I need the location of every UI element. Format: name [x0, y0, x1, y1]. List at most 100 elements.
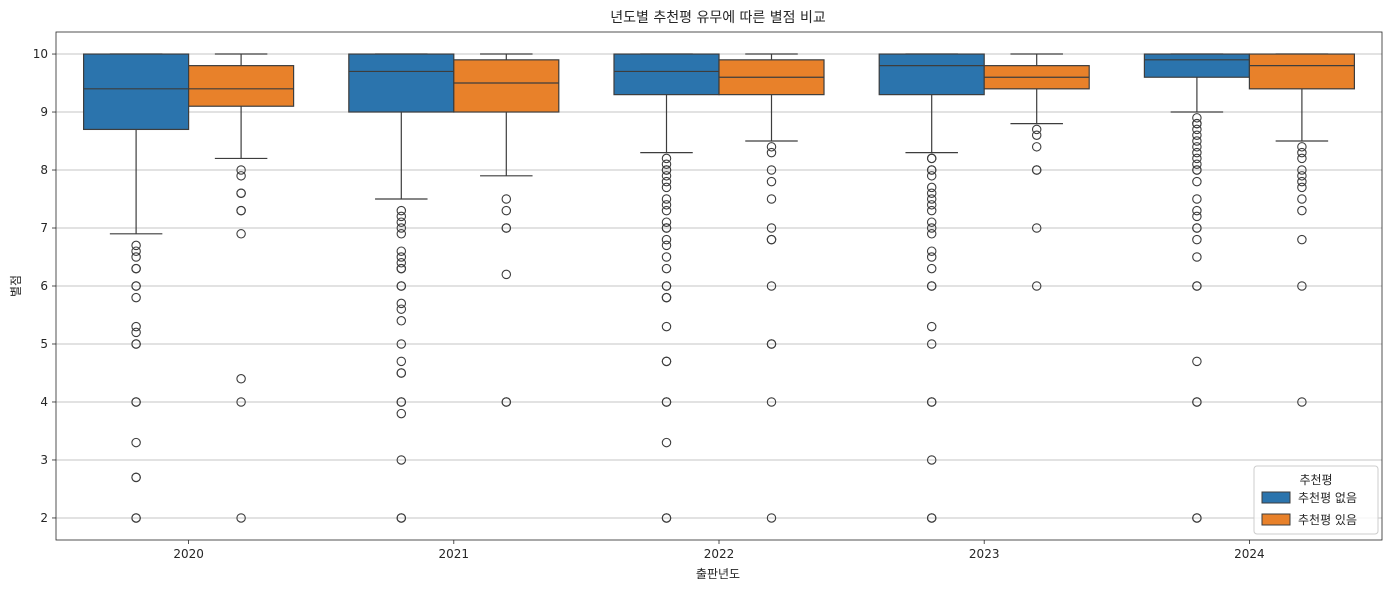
outlier-point [396, 513, 407, 523]
outlier-point [926, 182, 937, 193]
outlier-point [131, 513, 141, 523]
outlier-point [926, 165, 937, 175]
box-2020-1 [188, 53, 295, 523]
outlier-point [1192, 142, 1202, 152]
outlier-point [1192, 252, 1202, 262]
outlier-point [661, 194, 672, 204]
plot-area [82, 53, 1356, 523]
outlier-point [661, 240, 672, 251]
legend-swatch-no-review [1261, 491, 1291, 504]
outlier-point [926, 455, 937, 465]
outlier-point [766, 281, 777, 291]
outlier-point [1297, 171, 1307, 181]
outlier-point [661, 165, 672, 175]
outlier-point [1192, 165, 1202, 175]
outlier-point [236, 205, 246, 216]
outlier-point [396, 246, 407, 256]
chart-title: 년도별 추천평 유무에 따른 별점 비교 [610, 10, 826, 26]
outlier-point [926, 217, 937, 227]
outlier-point [926, 246, 937, 256]
box-body [1143, 53, 1251, 78]
outlier-point [766, 147, 777, 158]
outlier-point [926, 194, 937, 204]
box-body [1248, 53, 1356, 90]
outlier-point [396, 368, 407, 378]
outlier-point [1192, 397, 1202, 407]
outlier-point [396, 298, 407, 309]
box-2022-1 [718, 53, 825, 523]
legend-swatch-with-review [1261, 513, 1291, 526]
legend: 추천평 추천평 없음 추천평 있음 [1253, 465, 1379, 535]
outlier-point [1031, 130, 1042, 140]
outlier-point [396, 252, 407, 262]
x-axis-label: 출판년도 [696, 567, 740, 581]
outlier-point [396, 356, 407, 367]
outlier-point [396, 281, 407, 291]
outlier-point [661, 159, 672, 169]
outlier-point [1192, 153, 1202, 164]
outlier-point [236, 171, 246, 181]
legend-title: 추천평 [1299, 472, 1332, 487]
y-tick-label: 7 [40, 221, 48, 235]
outlier-point [131, 240, 141, 251]
outlier-point [396, 211, 407, 222]
outlier-point [1192, 205, 1202, 216]
outlier-point [131, 397, 141, 407]
outlier-point [926, 397, 937, 407]
outlier-point [1031, 281, 1042, 291]
box-body [613, 53, 720, 96]
outlier-point [1192, 118, 1202, 129]
outlier-point [131, 252, 141, 262]
outlier-point [926, 513, 937, 523]
outlier-point [1192, 176, 1202, 187]
legend-label-with-review: 추천평 있음 [1298, 512, 1357, 527]
outlier-point [926, 263, 937, 274]
outlier-point [1192, 130, 1202, 140]
outlier-point [661, 281, 672, 291]
outlier-point [1192, 194, 1202, 204]
outlier-point [766, 142, 777, 152]
outlier-point [1297, 182, 1307, 193]
y-tick-label: 8 [40, 163, 48, 177]
outlier-point [236, 513, 246, 523]
outlier-point [1297, 194, 1307, 204]
outlier-point [766, 223, 777, 233]
box-2024-0 [1143, 53, 1251, 523]
outlier-point [396, 316, 407, 326]
outlier-point [661, 205, 672, 216]
outlier-point [396, 205, 407, 216]
outlier-point [926, 205, 937, 216]
outlier-point [1192, 159, 1202, 169]
x-tick-label: 2020 [173, 547, 204, 561]
outlier-point [661, 153, 672, 164]
outlier-point [926, 339, 937, 349]
outlier-point [926, 200, 937, 210]
outlier-point [926, 281, 937, 291]
outlier-point [766, 397, 777, 407]
outlier-point [926, 153, 937, 164]
outlier-point [131, 339, 141, 349]
outlier-point [1297, 234, 1307, 245]
legend-label-no-review: 추천평 없음 [1298, 490, 1357, 505]
outlier-point [131, 321, 141, 332]
outlier-point [926, 223, 937, 233]
x-tick-label: 2021 [439, 547, 470, 561]
x-tick-label: 2022 [704, 547, 735, 561]
outlier-point [396, 397, 407, 407]
outlier-point [1297, 142, 1307, 152]
outlier-point [501, 397, 512, 407]
outlier-point [396, 455, 407, 465]
plot-frame [55, 31, 1383, 541]
y-tick-label: 5 [40, 337, 48, 351]
outlier-point [766, 234, 777, 245]
box-2021-1 [453, 53, 560, 407]
outlier-point [661, 397, 672, 407]
outlier-point [501, 269, 512, 280]
outlier-point [131, 437, 141, 448]
box-body [878, 53, 985, 96]
outlier-point [236, 165, 246, 175]
outlier-point [236, 229, 246, 239]
outlier-point [1192, 234, 1202, 245]
outlier-point [396, 304, 407, 314]
outlier-point [396, 217, 407, 227]
